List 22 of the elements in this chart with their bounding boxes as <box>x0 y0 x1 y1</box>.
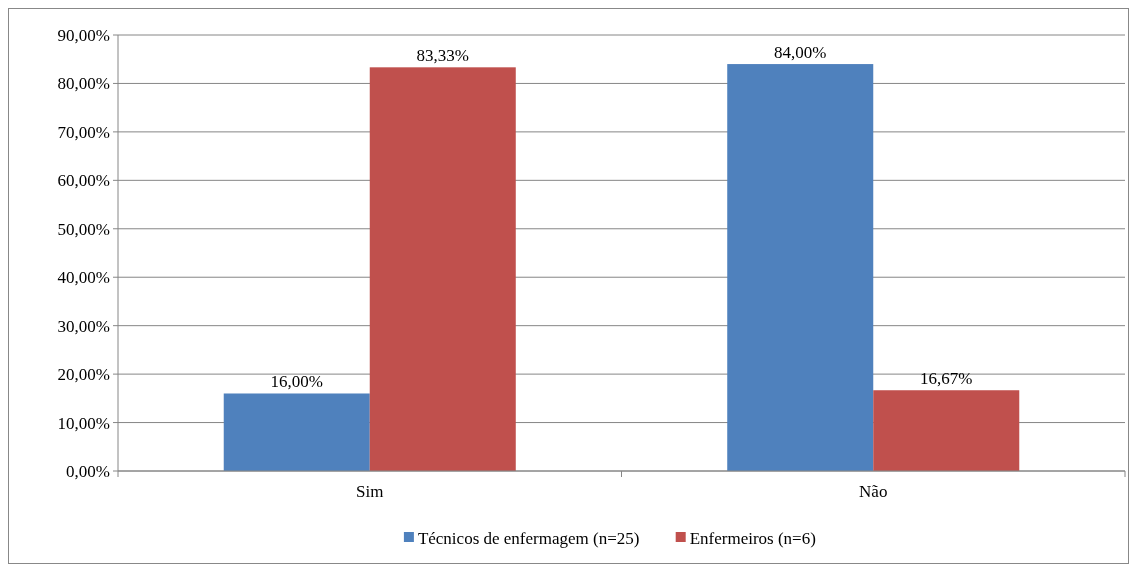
y-tick-label: 10,00% <box>57 413 110 433</box>
y-tick-label: 0,00% <box>66 461 110 481</box>
x-tick-label: Não <box>859 482 888 501</box>
legend-label: Enfermeiros (n=6) <box>689 528 816 548</box>
y-tick-label: 60,00% <box>57 171 110 191</box>
y-tick-label: 70,00% <box>57 122 110 142</box>
y-tick-label: 80,00% <box>57 74 110 94</box>
bar <box>873 390 1020 471</box>
data-label: 83,33% <box>416 46 469 66</box>
y-tick-label: 50,00% <box>57 219 110 239</box>
y-tick-label: 40,00% <box>57 268 110 288</box>
data-label: 16,00% <box>270 372 323 392</box>
y-tick-label: 90,00% <box>57 25 110 45</box>
legend-label: Técnicos de enfermagem (n=25) <box>417 528 640 548</box>
data-label: 84,00% <box>774 43 827 63</box>
bar <box>369 67 516 471</box>
data-label: 16,67% <box>920 369 973 389</box>
y-tick-label: 20,00% <box>57 365 110 385</box>
bar <box>223 393 370 471</box>
x-tick-label: Sim <box>356 482 384 501</box>
y-tick-label: 30,00% <box>57 316 110 336</box>
bar <box>727 64 874 471</box>
